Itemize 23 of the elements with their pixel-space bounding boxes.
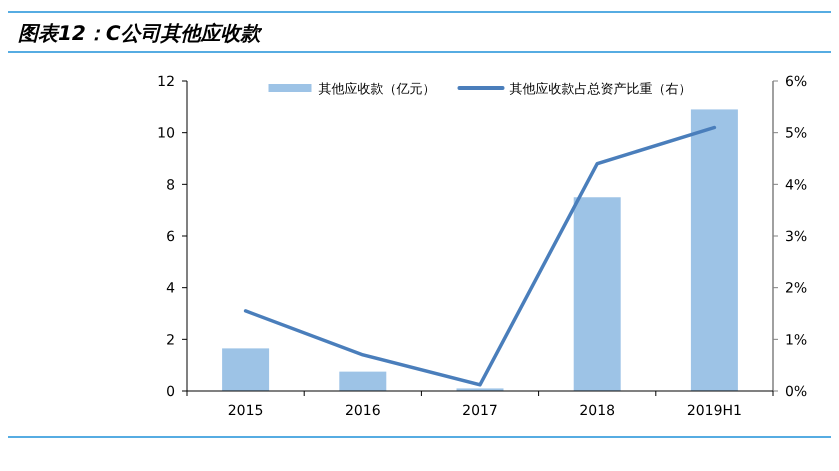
legend-label: 其他应收款（亿元） xyxy=(318,81,436,97)
y-tick-label: 0 xyxy=(166,384,175,400)
x-tick-label: 2018 xyxy=(579,403,616,419)
y-tick-label: 12 xyxy=(157,74,175,90)
chart-title: 图表12：C公司其他应收款 xyxy=(18,21,263,45)
y-tick-label: 2 xyxy=(166,332,175,348)
x-tick-label: 2016 xyxy=(344,403,381,419)
y2-tick-label: 5% xyxy=(785,126,808,142)
legend-label: 其他应收款占总资产比重（右） xyxy=(510,81,692,97)
y-tick-label: 8 xyxy=(166,177,175,194)
y-tick-label: 10 xyxy=(157,126,175,142)
x-tick-label: 2015 xyxy=(228,403,264,419)
y2-tick-label: 1% xyxy=(785,332,808,348)
y2-tick-label: 2% xyxy=(785,280,808,297)
x-tick-label: 2017 xyxy=(462,403,498,419)
y2-tick-label: 6% xyxy=(785,74,808,90)
y-tick-label: 4 xyxy=(166,280,176,297)
y2-tick-label: 4% xyxy=(785,177,808,194)
line-series xyxy=(244,126,716,387)
y2-tick-label: 0% xyxy=(785,384,808,400)
y2-tick-label: 3% xyxy=(785,229,808,245)
x-tick-label: 2019H1 xyxy=(686,403,742,419)
y-tick-label: 6 xyxy=(166,229,176,245)
